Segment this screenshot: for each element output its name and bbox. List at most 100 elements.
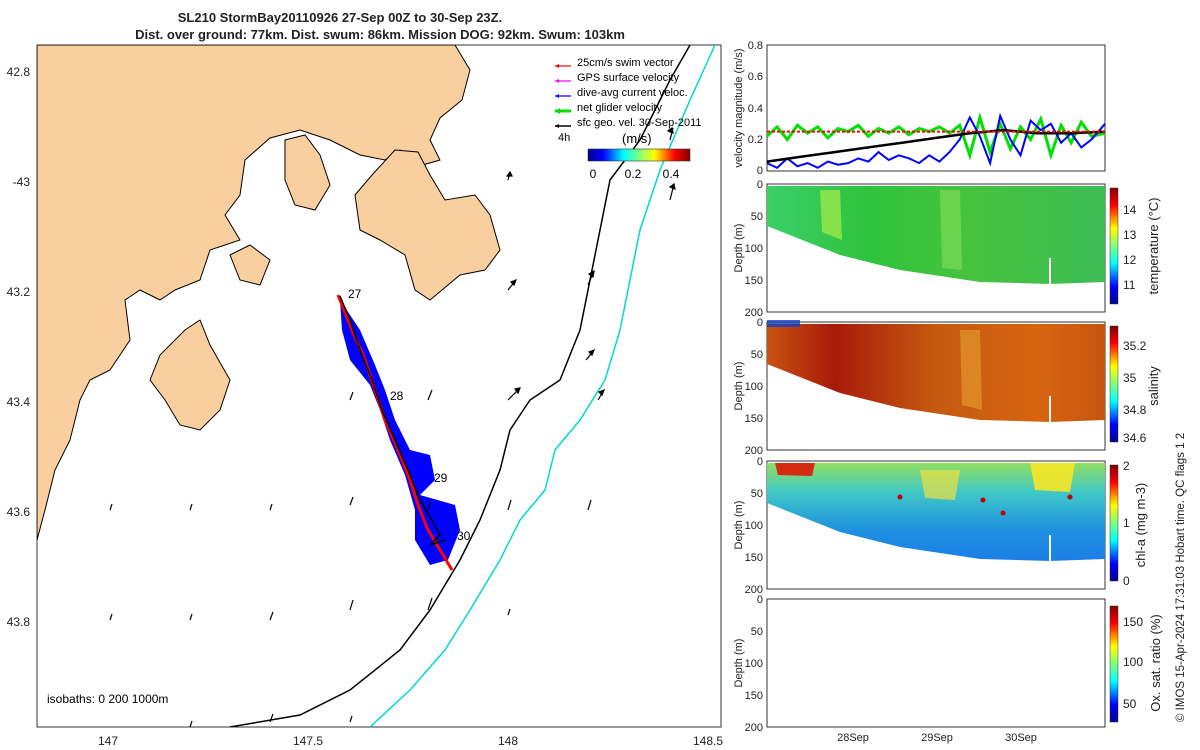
oxygen-cbar-label: Ox. sat. ratio (%): [1148, 614, 1163, 712]
forestier-peninsula: [354, 149, 501, 301]
day-labels: 27 28 29 30: [348, 287, 471, 543]
chl-ylabel: Depth (m): [733, 501, 745, 550]
salinity-cbar-label: salinity: [1146, 366, 1161, 406]
legend-item-dive-current: dive-avg current veloc.: [555, 87, 688, 99]
oxygen-cbar-tick-50: 50: [1123, 697, 1137, 711]
oxygen-ytick-150: 150: [745, 690, 763, 702]
isobath-200m: [229, 45, 691, 727]
legend-item-swim-vector: 25cm/s swim vector: [555, 57, 674, 69]
chl-ytick-100: 100: [745, 520, 763, 532]
map-x-axis: 147 147.5 148 148.5: [98, 734, 723, 748]
legend-item-gps-velocity: GPS surface velocity: [555, 72, 680, 84]
svg-text:dive-avg current veloc.: dive-avg current veloc.: [577, 87, 688, 99]
map-y-tick-43-4: 43.4: [7, 395, 31, 409]
velocity-ytick-0-2: 0.2: [748, 134, 763, 146]
x-tick-29sep: 29Sep: [921, 732, 953, 744]
velocity-ytick-0-8: 0.8: [748, 40, 763, 52]
map-y-axis: 42.8 -43 43.2 43.4 43.6 43.8: [7, 65, 31, 629]
temperature-ytick-200: 200: [745, 307, 763, 319]
salinity-panel: Depth (m) 0 50 100 150 200 34.6 34.8 35 …: [733, 317, 1161, 457]
x-tick-30sep: 30Sep: [1005, 732, 1037, 744]
salinity-cbar-tick-35-2: 35.2: [1123, 339, 1147, 353]
chl-ytick-50: 50: [751, 488, 763, 500]
day-label-30: 30: [457, 529, 471, 543]
velocity-ytick-0: 0: [757, 165, 763, 177]
chl-ytick-150: 150: [745, 552, 763, 564]
map-x-tick-147-5: 147.5: [293, 734, 323, 748]
oxygen-ytick-50: 50: [751, 626, 763, 638]
svg-text:sfc geo. vel. 30-Sep-2011: sfc geo. vel. 30-Sep-2011: [577, 117, 702, 129]
svg-text:GPS surface velocity: GPS surface velocity: [577, 72, 680, 84]
oxygen-cbar-tick-150: 150: [1123, 615, 1143, 629]
velocity-series-dive-avg-current-veloc: [766, 112, 1106, 169]
glider-track: [339, 295, 446, 546]
salinity-cbar-tick-34-6: 34.6: [1123, 431, 1147, 445]
temperature-cbar-tick-11: 11: [1123, 278, 1136, 292]
salinity-ytick-150: 150: [745, 413, 763, 425]
map-x-tick-148-5: 148.5: [693, 734, 723, 748]
oxygen-ylabel: Depth (m): [733, 639, 745, 688]
x-tick-28sep: 28Sep: [837, 732, 869, 744]
figure-title-line-2: Dist. over ground: 77km. Dist. swum: 86k…: [135, 27, 625, 42]
day-label-27: 27: [348, 287, 362, 301]
velocity-ylabel: velocity magnitude (m/s): [733, 48, 745, 167]
glider-current-envelope: [340, 300, 460, 565]
chl-cbar-tick-0: 0: [1123, 574, 1130, 588]
oxygen-colorbar: [1109, 605, 1119, 723]
velocity-series-group: [765, 111, 1106, 169]
velocity-series-sfc-geo-vel: [766, 128, 1106, 163]
temperature-ylabel: Depth (m): [733, 224, 745, 273]
legend-scale-label: 4h: [558, 132, 570, 144]
map-y-tick-43-6: 43.6: [7, 505, 31, 519]
chl-field: [767, 463, 1105, 561]
map-x-tick-148: 148: [498, 734, 518, 748]
colorbar-title: (m/s): [622, 131, 652, 146]
oxygen-panel: Depth (m) 0 50 100 150 200 50 100 150 Ox…: [733, 594, 1163, 744]
legend-item-net-velocity: net glider velocity: [555, 102, 662, 114]
chl-ytick-0: 0: [757, 456, 763, 468]
tasman-peninsula: [284, 134, 331, 211]
salinity-colorbar: [1109, 325, 1119, 443]
day-label-29: 29: [434, 471, 448, 485]
oxygen-ytick-0: 0: [757, 594, 763, 606]
bruny-island: [149, 319, 231, 431]
salinity-ytick-100: 100: [745, 381, 763, 393]
chl-cbar-tick-2: 2: [1123, 459, 1130, 473]
salinity-cbar-tick-35: 35: [1123, 371, 1137, 385]
velocity-panel: velocity magnitude (m/s) 0.8 0.6 0.4 0.2…: [733, 40, 1106, 177]
chl-cbar-label: chl-a (mg m-3): [1133, 483, 1148, 568]
salinity-ytick-0: 0: [757, 317, 763, 329]
oxygen-ytick-200: 200: [745, 722, 763, 734]
colorbar-tick-0-2: 0.2: [625, 167, 642, 181]
salinity-cbar-tick-34-8: 34.8: [1123, 403, 1147, 417]
map-x-tick-147: 147: [98, 734, 118, 748]
temperature-cbar-tick-14: 14: [1123, 203, 1137, 217]
temperature-ytick-0: 0: [757, 179, 763, 191]
temperature-cbar-tick-12: 12: [1123, 253, 1137, 267]
sfc-geo-velocity-arrows: [109, 126, 676, 727]
oxygen-frame: [766, 598, 1106, 728]
isobaths-label: isobaths: 0 200 1000m: [47, 692, 168, 706]
salinity-field: [767, 324, 1105, 422]
legend-item-sfc-geo-velocity: sfc geo. vel. 30-Sep-2011: [555, 117, 702, 129]
temperature-ytick-100: 100: [745, 243, 763, 255]
map-legend: 25cm/s swim vector GPS surface velocity …: [555, 57, 702, 181]
speed-colorbar: [587, 148, 691, 162]
oxygen-ytick-100: 100: [745, 658, 763, 670]
temperature-ytick-50: 50: [751, 211, 763, 223]
map-y-tick-43-8: 43.8: [7, 615, 31, 629]
svg-text:25cm/s swim vector: 25cm/s swim vector: [577, 57, 674, 69]
temperature-cbar-label: temperature (°C): [1146, 198, 1161, 295]
salinity-ytick-50: 50: [751, 349, 763, 361]
salinity-ylabel: Depth (m): [733, 362, 745, 411]
temperature-field: [767, 186, 1105, 284]
velocity-frame: [766, 44, 1106, 172]
svg-text:net glider velocity: net glider velocity: [577, 102, 662, 114]
temperature-panel: Depth (m) 0 50 100 150 200 11 12 13 14 t…: [733, 179, 1161, 319]
chl-cbar-tick-1: 1: [1123, 516, 1130, 530]
temperature-colorbar: [1109, 187, 1119, 305]
colorbar-tick-0-4: 0.4: [663, 167, 680, 181]
map-panel: 27 28 29 30: [7, 44, 723, 748]
temperature-ytick-150: 150: [745, 275, 763, 287]
